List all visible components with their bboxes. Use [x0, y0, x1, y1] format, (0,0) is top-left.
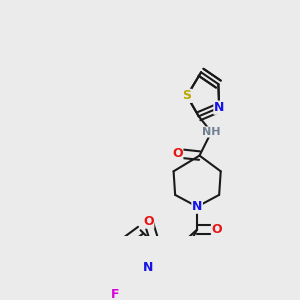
Text: O: O	[143, 215, 154, 228]
Text: N: N	[192, 200, 202, 213]
Text: O: O	[212, 223, 222, 236]
Text: N: N	[143, 261, 154, 274]
Text: N: N	[214, 101, 224, 114]
Text: F: F	[110, 288, 119, 300]
Text: S: S	[182, 89, 191, 102]
Text: O: O	[172, 147, 183, 160]
Text: NH: NH	[202, 127, 220, 137]
